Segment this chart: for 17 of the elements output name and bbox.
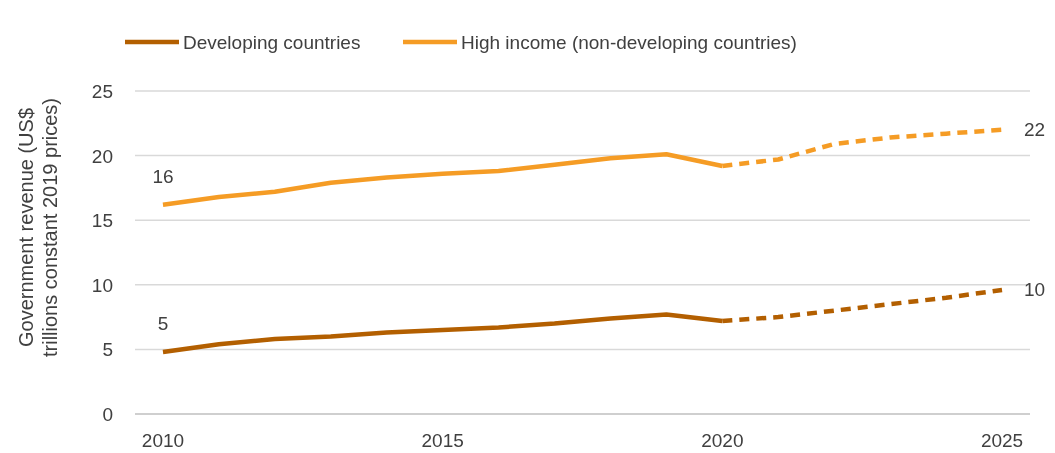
y-tick-label: 5: [102, 339, 113, 361]
x-tick-label: 2020: [701, 430, 744, 451]
x-tick-label: 2025: [980, 430, 1024, 451]
data-label: 10: [1024, 278, 1046, 300]
data-label: 16: [152, 165, 174, 187]
y-tick-label: 0: [102, 404, 113, 425]
y-axis-title: Government revenue (US$ trillions constant 2019 prices): [15, 97, 61, 358]
y-tick-label: 10: [91, 274, 113, 296]
data-label: 5: [157, 312, 169, 334]
legend-label: High income (non-developing countries): [461, 32, 797, 53]
x-tick-label: 2015: [421, 430, 464, 451]
legend-label: Developing countries: [183, 32, 361, 53]
data-label: 22: [1024, 118, 1046, 140]
y-tick-label: 15: [91, 210, 113, 232]
x-tick-label: 2010: [141, 430, 185, 451]
y-tick-label: 20: [91, 145, 113, 167]
y-tick-label: 25: [91, 81, 113, 102]
